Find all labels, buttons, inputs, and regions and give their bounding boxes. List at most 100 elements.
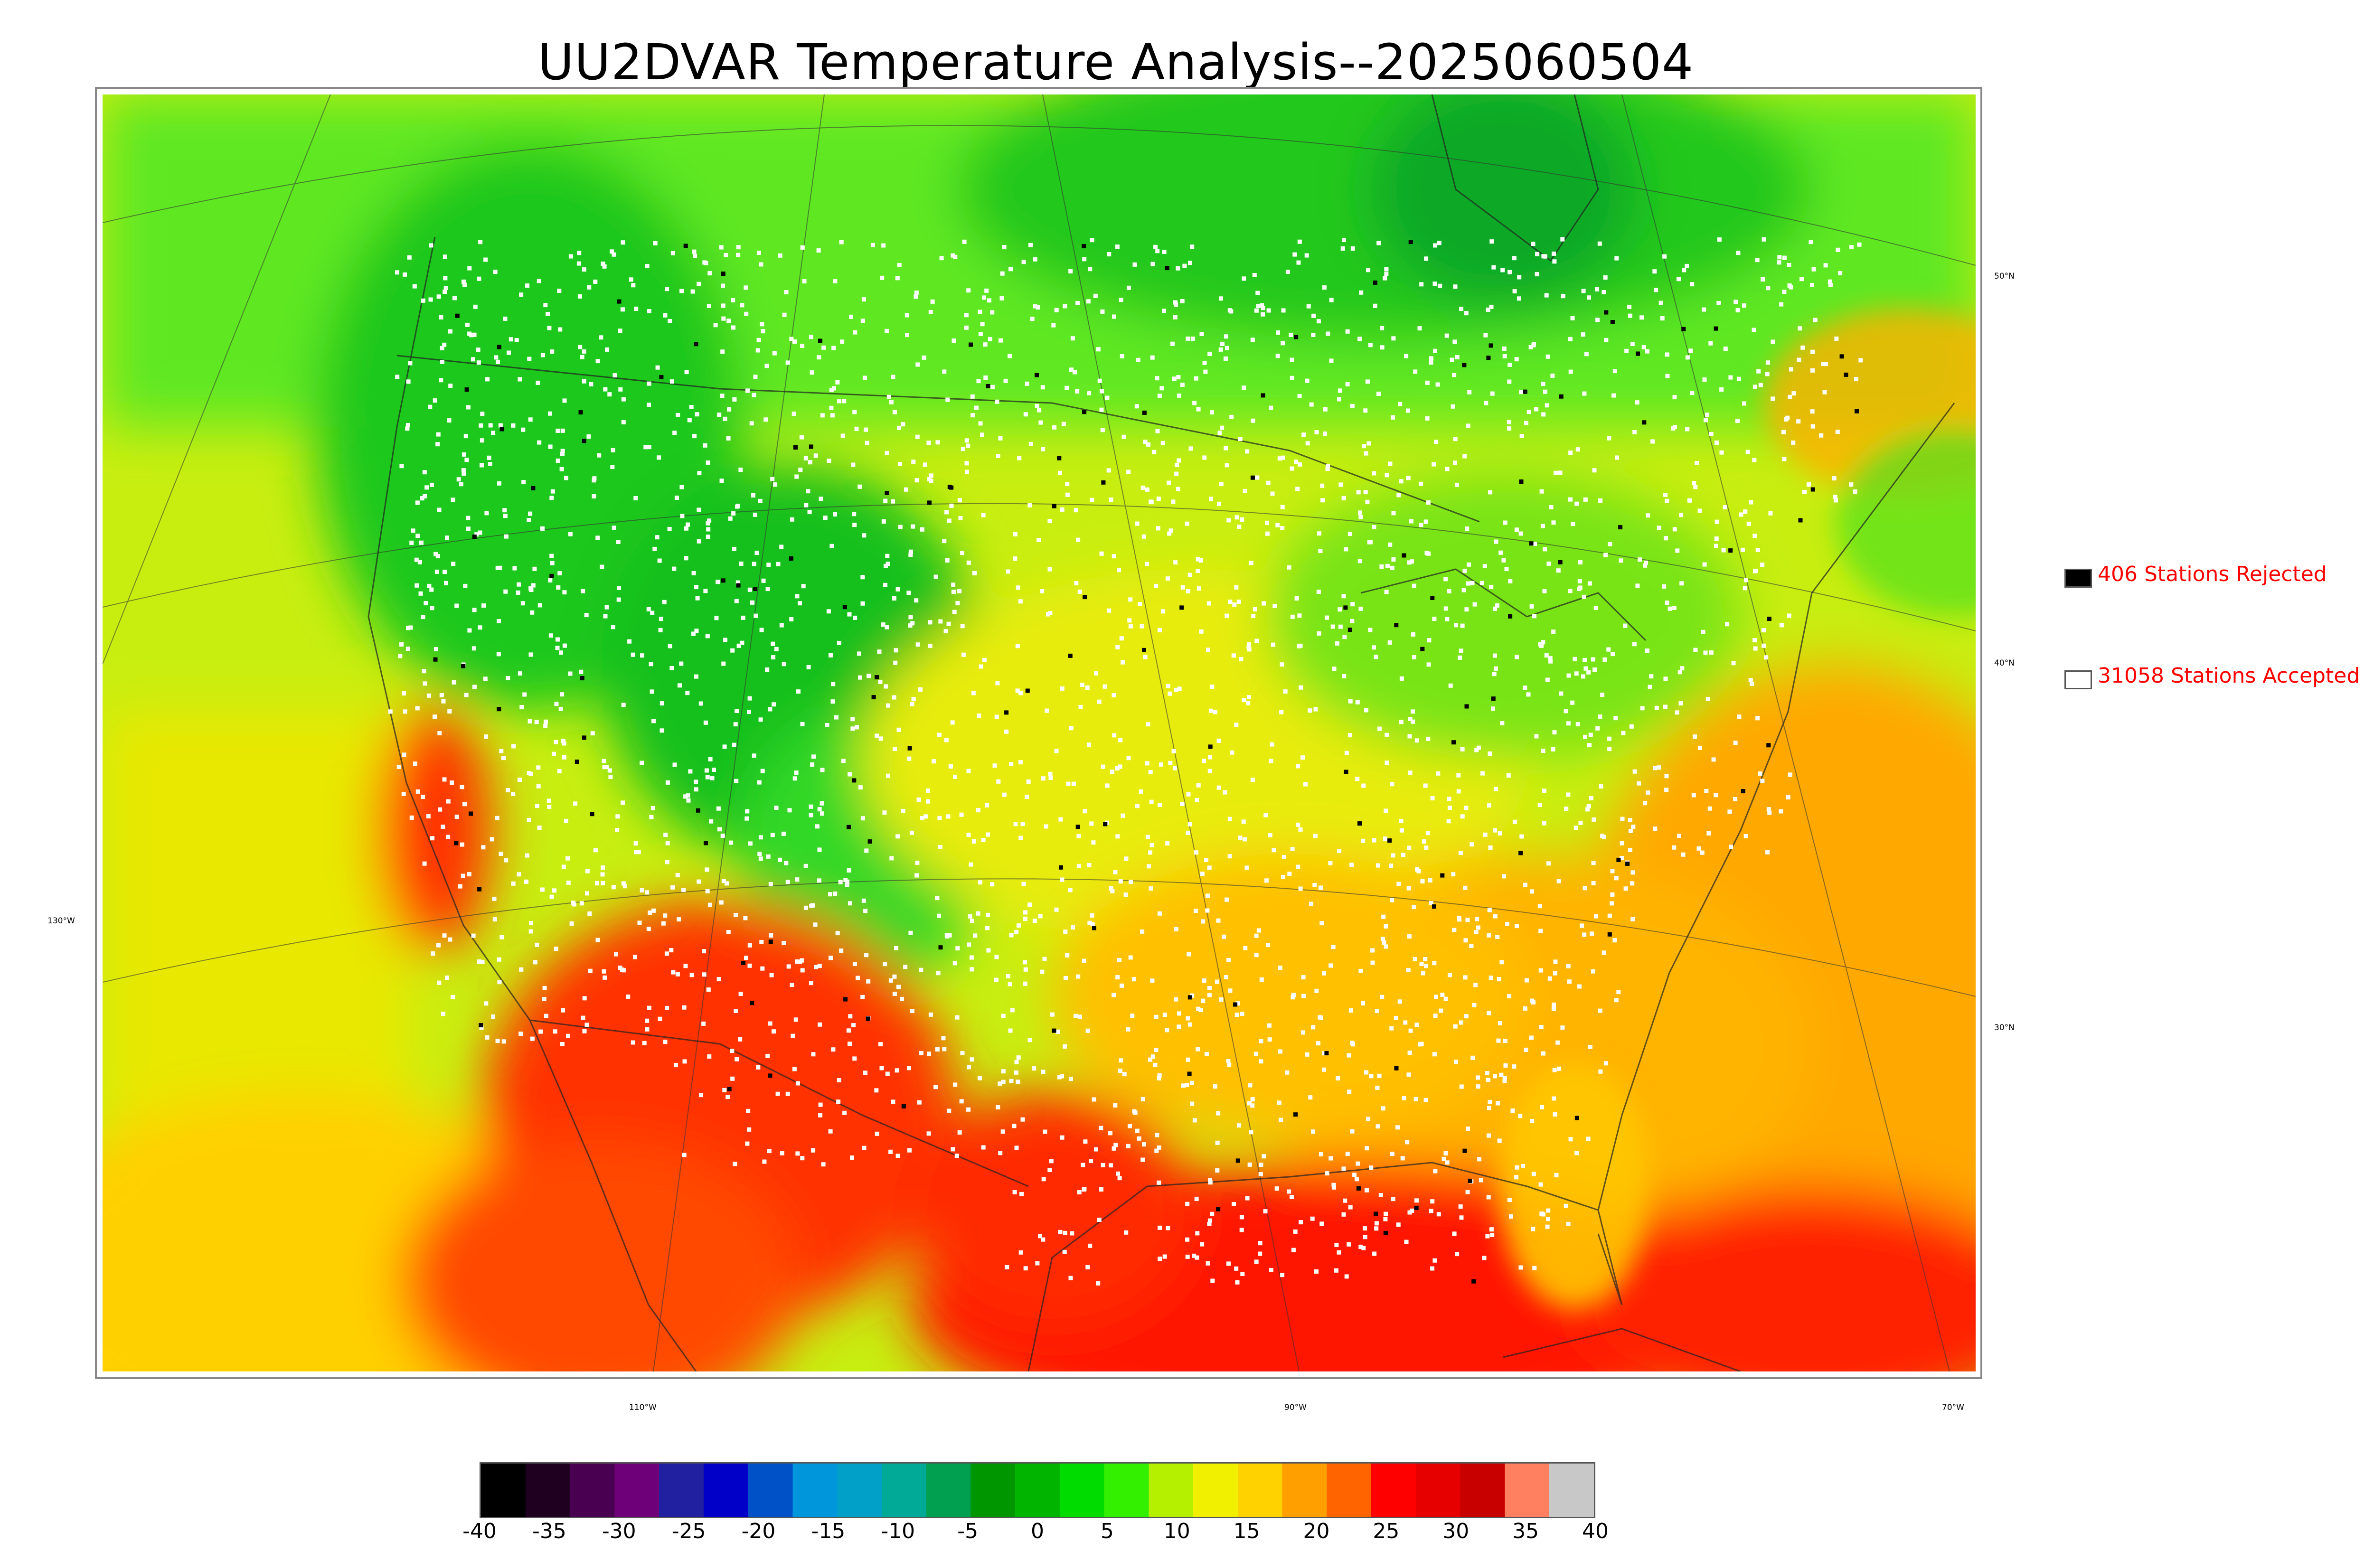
accepted-station-marker <box>697 507 701 512</box>
accepted-station-marker <box>520 601 525 606</box>
accepted-station-marker <box>1474 748 1479 752</box>
accepted-station-marker <box>706 521 710 526</box>
accepted-station-marker <box>944 510 949 515</box>
accepted-station-marker <box>753 512 757 517</box>
accepted-station-marker <box>643 445 648 450</box>
accepted-station-marker <box>1216 1111 1221 1116</box>
accepted-station-marker <box>550 489 555 494</box>
accepted-station-marker <box>1791 440 1796 445</box>
accepted-station-marker <box>928 620 933 625</box>
accepted-station-marker <box>1057 470 1062 475</box>
accepted-station-marker <box>1644 560 1648 565</box>
accepted-station-marker <box>1424 256 1429 261</box>
accepted-station-marker <box>705 889 710 893</box>
accepted-station-marker <box>852 523 857 527</box>
accepted-station-marker <box>1797 357 1801 362</box>
rejected-station-marker <box>455 313 460 318</box>
accepted-station-marker <box>1561 294 1565 299</box>
accepted-station-marker <box>907 1148 912 1153</box>
accepted-station-marker <box>760 769 765 773</box>
accepted-station-marker <box>532 566 537 571</box>
accepted-station-marker <box>747 696 752 701</box>
accepted-station-marker <box>1553 1112 1557 1117</box>
accepted-station-marker <box>808 460 812 465</box>
accepted-station-marker <box>1115 766 1120 771</box>
accepted-station-marker <box>1466 1127 1470 1131</box>
accepted-station-marker <box>1207 865 1212 870</box>
accepted-station-marker <box>480 959 485 964</box>
accepted-station-marker <box>476 347 480 352</box>
accepted-station-marker <box>658 628 663 632</box>
accepted-station-marker <box>879 1066 884 1070</box>
accepted-station-marker <box>1539 1211 1544 1216</box>
accepted-station-marker <box>978 310 982 314</box>
accepted-station-marker <box>1375 1085 1380 1090</box>
accepted-station-marker <box>1813 318 1818 322</box>
accepted-station-marker <box>1608 542 1612 546</box>
accepted-station-marker <box>1207 769 1212 773</box>
accepted-station-marker <box>1469 944 1474 948</box>
accepted-station-marker <box>1196 1006 1201 1011</box>
accepted-station-marker <box>996 1105 1000 1109</box>
accepted-station-marker <box>1488 976 1493 980</box>
accepted-station-marker <box>1240 1012 1244 1016</box>
accepted-station-marker <box>1238 836 1243 840</box>
accepted-station-marker <box>1476 745 1481 750</box>
accepted-station-marker <box>1391 415 1395 420</box>
colorbar-tick: -15 <box>811 1519 846 1543</box>
accepted-station-marker <box>726 436 731 441</box>
accepted-station-marker <box>1018 599 1023 604</box>
accepted-station-marker <box>1009 1079 1014 1083</box>
accepted-station-marker <box>531 583 536 588</box>
accepted-station-marker <box>516 590 520 595</box>
accepted-station-marker <box>852 410 857 414</box>
rejected-station-marker <box>842 605 847 610</box>
accepted-station-marker <box>1758 383 1763 387</box>
accepted-station-marker <box>1664 774 1669 779</box>
rejected-station-marker <box>1052 504 1056 508</box>
accepted-station-marker <box>1000 1129 1005 1134</box>
accepted-station-marker <box>1458 1204 1463 1209</box>
accepted-station-marker <box>970 919 974 923</box>
accepted-station-marker <box>451 562 456 566</box>
accepted-station-marker <box>809 903 814 908</box>
accepted-station-marker <box>1099 1187 1103 1192</box>
accepted-station-marker <box>454 603 459 608</box>
accepted-station-marker <box>1487 1106 1491 1110</box>
accepted-station-marker <box>1679 513 1684 517</box>
accepted-station-marker <box>618 329 622 333</box>
accepted-station-marker <box>1311 313 1316 318</box>
accepted-station-marker <box>1033 304 1037 309</box>
coastlines <box>367 94 1955 1371</box>
accepted-station-marker <box>1088 267 1093 272</box>
accepted-station-marker <box>1628 848 1632 852</box>
accepted-station-marker <box>945 934 950 939</box>
accepted-station-marker <box>1463 885 1468 890</box>
accepted-station-marker <box>1552 259 1557 264</box>
accepted-station-marker <box>1512 289 1517 294</box>
accepted-station-marker <box>717 413 722 417</box>
accepted-station-marker <box>1586 804 1591 808</box>
accepted-station-marker <box>910 702 914 706</box>
accepted-station-marker <box>891 1099 895 1104</box>
accepted-station-marker <box>1180 801 1185 806</box>
accepted-station-marker <box>978 332 983 336</box>
accepted-station-marker <box>936 971 941 976</box>
accepted-station-marker <box>1068 1276 1073 1280</box>
accepted-station-marker <box>976 379 981 384</box>
accepted-station-marker <box>631 652 635 657</box>
accepted-station-marker <box>537 603 542 608</box>
accepted-station-marker <box>1115 244 1120 249</box>
accepted-station-marker <box>1296 764 1300 769</box>
accepted-station-marker <box>694 779 698 784</box>
accepted-station-marker <box>1227 854 1232 859</box>
meridian-90W <box>1042 94 1300 1371</box>
accepted-station-marker <box>1535 272 1539 277</box>
accepted-station-marker <box>586 434 591 439</box>
accepted-station-marker <box>796 689 801 694</box>
accepted-station-marker <box>1036 305 1040 310</box>
accepted-station-marker <box>422 470 427 475</box>
accepted-station-marker <box>1090 498 1094 502</box>
accepted-station-marker <box>731 325 735 330</box>
accepted-station-marker <box>850 717 855 722</box>
